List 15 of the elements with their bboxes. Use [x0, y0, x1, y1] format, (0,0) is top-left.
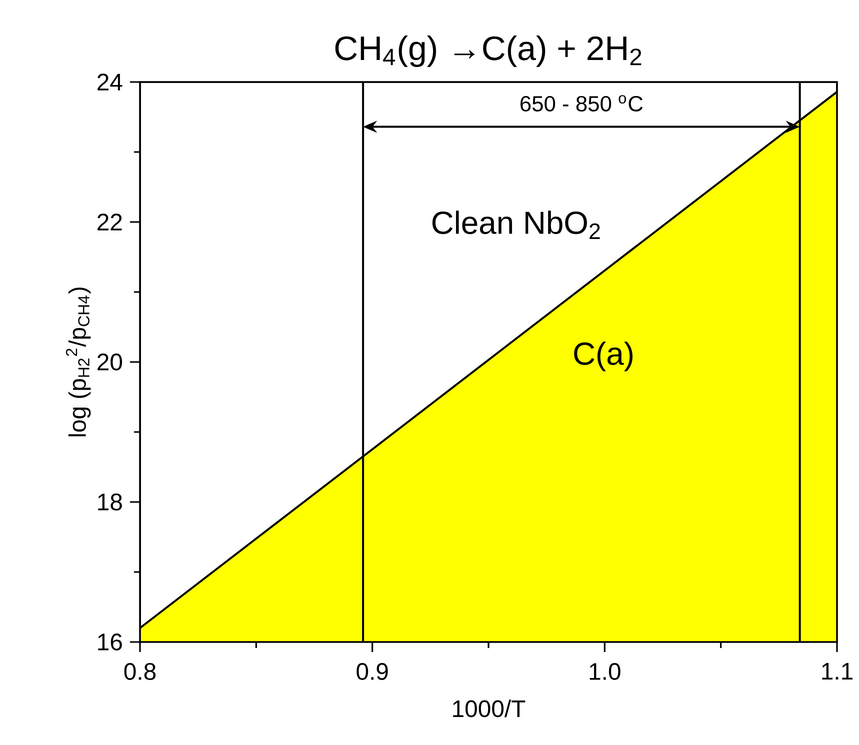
y-tick-label: 22: [98, 214, 122, 230]
x-axis-title: 1000/T: [453, 700, 526, 718]
x-tick-label: 0.9: [356, 663, 388, 680]
annotation: C(a): [574, 342, 632, 372]
y-tick-label: 24: [98, 74, 122, 90]
y-axis-title: log (p$_{H2}$$^{2}$/p$_{CH4}$): [66, 288, 91, 436]
chart-title: CH$_{4}$(g) →C(a) + 2H$_{2}$: [335, 35, 642, 68]
x-tick-label: 1.0: [590, 663, 620, 680]
y-tick-label: 20: [98, 354, 122, 370]
y-tick-label: 16: [98, 634, 122, 650]
y-tick-label: 18: [98, 494, 122, 510]
x-tick-label: 1.1: [822, 663, 852, 680]
x-tick-label: 0.8: [124, 663, 156, 680]
annotation: 650 - 850 $^{o}$C: [520, 95, 643, 112]
annotation: Clean NbO$_{2}$: [432, 210, 600, 239]
